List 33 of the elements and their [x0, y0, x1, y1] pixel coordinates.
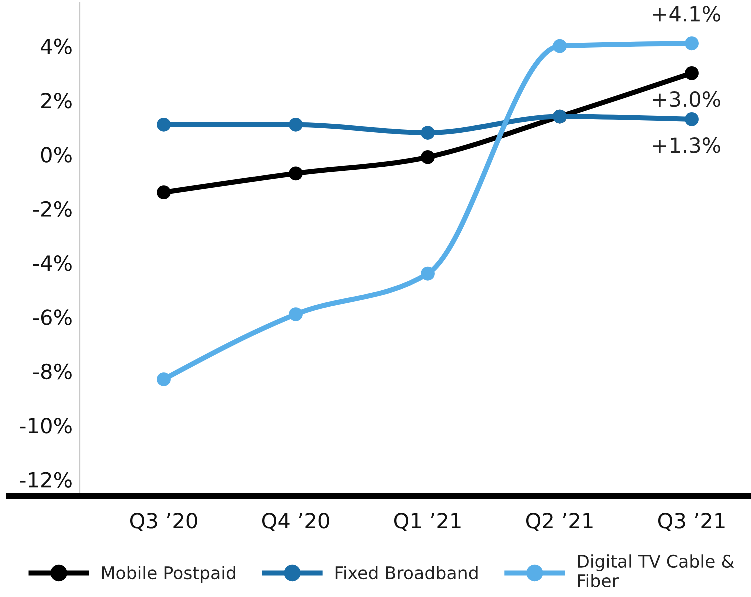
y-tick-label: -2% [34, 201, 72, 218]
y-tick-label: 4% [41, 38, 72, 55]
point [685, 66, 699, 80]
point [289, 166, 303, 181]
y-tick-label: -6% [34, 310, 72, 326]
data-label: +4.1% [653, 6, 720, 22]
x-tick-label: Q3 ’20 [130, 513, 198, 532]
y-tick-label: 2% [42, 92, 72, 109]
y-tick-label: -8% [34, 364, 72, 380]
point [289, 118, 303, 132]
legend-label: Fixed Broadband [336, 566, 478, 580]
x-tick-label: Q2 ’21 [526, 513, 593, 532]
y-tick-label: -10% [20, 418, 72, 434]
point [685, 36, 699, 51]
data-label: +3.0% [653, 91, 720, 108]
y-tick-label: -4% [34, 255, 72, 272]
point [157, 372, 171, 386]
x-tick-label: Q1 ’21 [394, 513, 461, 532]
x-tick-label: Q3 ’21 [658, 513, 725, 532]
y-tick-label: -12% [20, 472, 72, 488]
point [421, 266, 435, 281]
legend-label: Mobile Postpaid [102, 566, 236, 583]
point [289, 308, 303, 322]
point [553, 39, 567, 54]
point [157, 118, 171, 132]
y-tick-label: 0% [41, 147, 72, 163]
data-label: +1.3% [653, 138, 720, 154]
legend-label: Digital TV Cable & Fiber [578, 554, 734, 588]
point [421, 126, 435, 140]
point [685, 112, 699, 126]
point [157, 186, 171, 200]
x-tick-label: Q4 ’20 [262, 513, 330, 532]
point [421, 150, 435, 164]
